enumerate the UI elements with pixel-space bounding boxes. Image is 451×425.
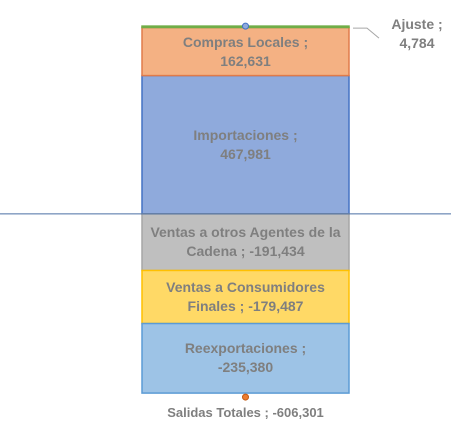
data-label: Compras Locales ; 162,631 [182,33,309,69]
bar-segment [141,322,350,394]
data-label: Ventas a Consumidores Finales ; -179,487 [166,278,325,314]
label-box: Reexportaciones ; -235,380 [184,340,307,376]
label-box: Importaciones ; 467,981 [193,126,298,162]
bar-segment [141,26,350,77]
top-marker [242,22,249,30]
annotation: Salidas Totales ; -606,301 [167,405,324,420]
label-box: Ventas a otros Agentes de la Cadena ; -1… [150,224,341,260]
bar-segment [141,74,350,215]
label-box: Ajuste ; 4,784 [391,16,443,52]
label-box: Compras Locales ; 162,631 [182,33,309,69]
bar-segment [141,269,350,325]
data-label: Reexportaciones ; -235,380 [184,340,307,376]
bar-segment [141,213,350,272]
data-label: Importaciones ; 467,981 [193,126,298,162]
data-label: Ajuste ; 4,784 [391,16,443,52]
label-box: Ventas a Consumidores Finales ; -179,487 [166,278,325,314]
leader-line [353,27,380,39]
bottom-marker [242,393,249,401]
data-label: Ventas a otros Agentes de la Cadena ; -1… [150,224,341,260]
